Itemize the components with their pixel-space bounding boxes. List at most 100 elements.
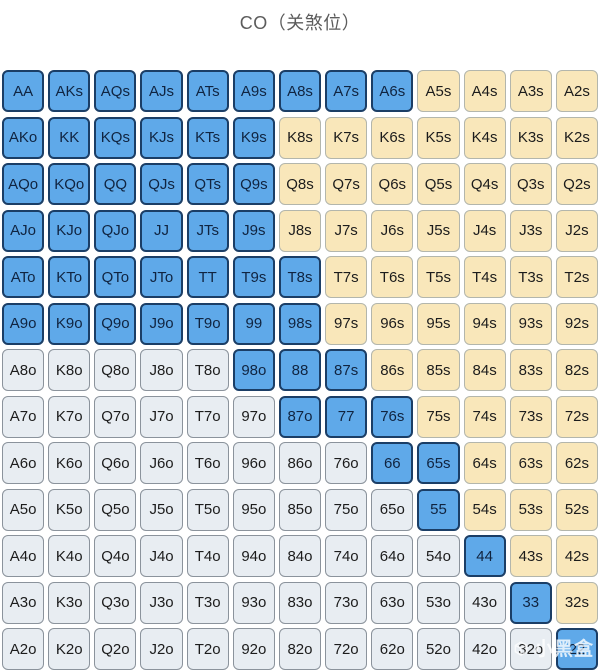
page-title: CO（关煞位）: [239, 13, 361, 33]
hand-cell-K7s: K7s: [325, 116, 368, 159]
hand-cell-73o: 73o: [325, 581, 368, 624]
hand-cell-J3s: J3s: [509, 209, 552, 252]
hand-cell-K5s: K5s: [417, 116, 460, 159]
hand-cell-AKo: AKo: [2, 116, 45, 159]
hand-cell-42s: 42s: [555, 535, 598, 577]
hand-cell-Q7s: Q7s: [325, 163, 368, 205]
hand-cell-54o: 54o: [417, 535, 460, 577]
hand-cell-72o: 72o: [325, 628, 368, 670]
hand-cell-QTs: QTs: [186, 163, 229, 205]
hand-cell-82o: 82o: [278, 628, 322, 670]
hand-cell-QQ: QQ: [94, 163, 137, 205]
hand-cell-85o: 85o: [278, 488, 322, 531]
hand-cell-K9o: K9o: [48, 302, 91, 345]
hand-cell-JJ: JJ: [140, 209, 183, 252]
hand-cell-T3s: T3s: [509, 256, 552, 298]
hand-cell-KQo: KQo: [48, 163, 91, 205]
hand-cell-Q5s: Q5s: [417, 163, 460, 205]
hand-cell-Q9s: Q9s: [232, 163, 275, 205]
hand-cell-Q2s: Q2s: [555, 163, 598, 205]
hand-cell-72s: 72s: [555, 395, 598, 438]
hand-cell-94s: 94s: [463, 302, 506, 345]
hand-cell-A5s: A5s: [417, 70, 460, 112]
hand-cell-53s: 53s: [509, 488, 552, 531]
hand-cell-A9s: A9s: [232, 70, 275, 112]
hand-cell-JTo: JTo: [140, 256, 183, 298]
hand-cell-87s: 87s: [325, 349, 368, 391]
hand-cell-A9o: A9o: [2, 302, 45, 345]
hand-cell-84o: 84o: [278, 535, 322, 577]
hand-cell-64o: 64o: [371, 535, 414, 577]
hand-cell-96o: 96o: [232, 442, 275, 484]
hand-cell-A3o: A3o: [2, 581, 45, 624]
hand-cell-Q2o: Q2o: [94, 628, 137, 670]
hand-cell-44: 44: [463, 535, 506, 577]
hand-cell-K9s: K9s: [232, 116, 275, 159]
hand-cell-32s: 32s: [555, 581, 598, 624]
hand-cell-65s: 65s: [417, 442, 460, 484]
hand-cell-J9o: J9o: [140, 302, 183, 345]
hand-cell-J3o: J3o: [140, 581, 183, 624]
range-grid: AA AKs AQs AJs ATs A9s A8s A7s A6s A5s A4s A3s A2s AK…: [2, 70, 598, 670]
hand-cell-K7o: K7o: [48, 395, 91, 438]
hand-cell-Q3o: Q3o: [94, 581, 137, 624]
hand-cell-T6s: T6s: [371, 256, 414, 298]
hand-cell-93o: 93o: [232, 581, 275, 624]
hand-cell-Q4s: Q4s: [463, 163, 506, 205]
hand-cell-87o: 87o: [278, 395, 322, 438]
hand-cell-A6s: A6s: [371, 70, 414, 112]
hand-cell-AQo: AQo: [2, 163, 45, 205]
hand-cell-A7o: A7o: [2, 395, 45, 438]
hand-cell-52s: 52s: [555, 488, 598, 531]
hand-cell-A2o: A2o: [2, 628, 45, 670]
hand-cell-96s: 96s: [371, 302, 414, 345]
hand-cell-22: 22: [555, 628, 598, 670]
hand-cell-KK: KK: [48, 116, 91, 159]
hand-cell-Q3s: Q3s: [509, 163, 552, 205]
hand-cell-J7o: J7o: [140, 395, 183, 438]
hand-cell-55: 55: [417, 488, 460, 531]
hand-cell-T9s: T9s: [232, 256, 275, 298]
hand-cell-88: 88: [278, 349, 322, 391]
hand-cell-J5s: J5s: [417, 209, 460, 252]
hand-cell-J2s: J2s: [555, 209, 598, 252]
hand-cell-Q4o: Q4o: [94, 535, 137, 577]
hand-cell-Q7o: Q7o: [94, 395, 137, 438]
hand-cell-T7s: T7s: [325, 256, 368, 298]
hand-cell-85s: 85s: [417, 349, 460, 391]
hand-cell-J6s: J6s: [371, 209, 414, 252]
hand-cell-86o: 86o: [278, 442, 322, 484]
hand-cell-K2o: K2o: [48, 628, 91, 670]
hand-cell-83s: 83s: [509, 349, 552, 391]
hand-cell-K2s: K2s: [555, 116, 598, 159]
hand-cell-66: 66: [371, 442, 414, 484]
hand-cell-83o: 83o: [278, 581, 322, 624]
hand-cell-77: 77: [325, 395, 368, 438]
hand-cell-Q6o: Q6o: [94, 442, 137, 484]
hand-cell-J4o: J4o: [140, 535, 183, 577]
hand-cell-74s: 74s: [463, 395, 506, 438]
hand-cell-TT: TT: [186, 256, 229, 298]
hand-cell-AQs: AQs: [94, 70, 137, 112]
hand-cell-J2o: J2o: [140, 628, 183, 670]
hand-cell-43s: 43s: [509, 535, 552, 577]
hand-cell-92s: 92s: [555, 302, 598, 345]
hand-cell-42o: 42o: [463, 628, 506, 670]
hand-cell-KJs: KJs: [140, 116, 183, 159]
hand-cell-63o: 63o: [371, 581, 414, 624]
hand-cell-A2s: A2s: [555, 70, 598, 112]
hand-cell-J7s: J7s: [325, 209, 368, 252]
hand-cell-ATo: ATo: [2, 256, 45, 298]
hand-cell-92o: 92o: [232, 628, 275, 670]
hand-cell-73s: 73s: [509, 395, 552, 438]
hand-cell-K8s: K8s: [278, 116, 322, 159]
hand-cell-54s: 54s: [463, 488, 506, 531]
hand-cell-Q6s: Q6s: [371, 163, 414, 205]
hand-cell-A3s: A3s: [509, 70, 552, 112]
hand-cell-KQs: KQs: [94, 116, 137, 159]
hand-cell-A4o: A4o: [2, 535, 45, 577]
hand-cell-65o: 65o: [371, 488, 414, 531]
hand-cell-T3o: T3o: [186, 581, 229, 624]
hand-cell-98o: 98o: [232, 349, 275, 391]
